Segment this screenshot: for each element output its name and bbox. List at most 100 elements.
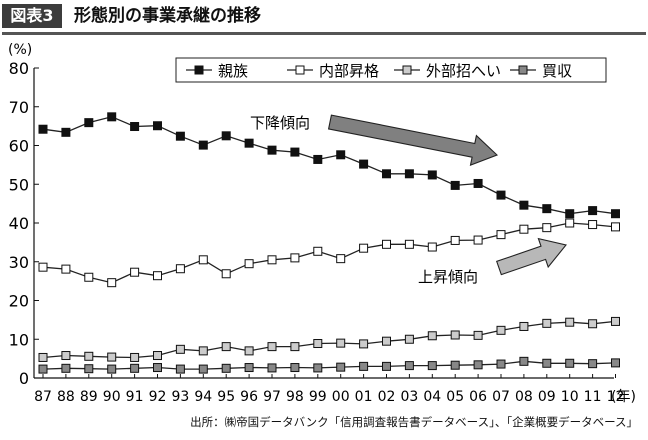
data-point [221, 363, 231, 373]
data-point [175, 131, 185, 141]
data-point [175, 364, 185, 374]
series-3 [38, 316, 620, 362]
x-tick-label: 07 [492, 389, 510, 405]
axes [33, 68, 614, 379]
legend-label: 外部招へい [426, 62, 501, 80]
data-point [542, 318, 552, 328]
decline-label: 下降傾向 [250, 114, 310, 132]
data-point [313, 363, 323, 373]
series-line [42, 320, 616, 359]
data-point [313, 339, 323, 349]
data-point [427, 361, 437, 371]
data-point [84, 364, 94, 374]
x-tick-label: 89 [80, 389, 98, 405]
x-tick-label: 02 [378, 389, 396, 405]
x-tick-label: 99 [309, 389, 327, 405]
rise-label: 上昇傾向 [418, 268, 478, 286]
data-point [404, 169, 414, 179]
data-point [588, 206, 598, 216]
x-tick-labels: 87 88 89 90 91 92 93 94 95 96 97 98 99 00 01 02 03 04 05 06… [34, 374, 624, 405]
data-point [611, 316, 620, 326]
data-point [519, 356, 529, 366]
x-tick-label: 93 [171, 389, 189, 405]
x-tick-label: 04 [423, 389, 441, 405]
data-point [565, 209, 575, 219]
data-point [61, 351, 71, 361]
data-point [130, 352, 140, 362]
data-point [473, 178, 483, 188]
x-tick-label: 11 [584, 389, 602, 405]
data-point [519, 200, 529, 210]
data-point [221, 269, 231, 279]
x-tick-label: 88 [57, 389, 75, 405]
data-point [290, 253, 300, 263]
series-2 [38, 218, 620, 288]
data-point [153, 363, 162, 373]
x-tick-label: 08 [515, 389, 533, 405]
data-point [542, 204, 552, 214]
data-point [221, 342, 231, 352]
legend: 親族 内部昇格 外部招へい 買収 [175, 57, 607, 83]
data-point [473, 330, 483, 340]
data-point [404, 334, 414, 344]
x-tick-label: 00 [332, 389, 350, 405]
data-point [153, 121, 162, 131]
data-point [38, 364, 48, 374]
data-point [336, 150, 346, 160]
data-point [519, 224, 529, 234]
legend-marker [518, 65, 528, 75]
data-point [107, 112, 117, 122]
data-point [84, 351, 94, 361]
series-layer [38, 112, 620, 374]
series-1 [38, 112, 620, 219]
data-point [427, 170, 437, 180]
data-point [382, 169, 391, 179]
data-point [107, 352, 117, 362]
series-line [42, 360, 616, 370]
legend-label: 内部昇格 [319, 62, 379, 80]
x-tick-label: 87 [34, 389, 52, 405]
y-tick-label: 10 [9, 330, 29, 349]
data-point [198, 140, 208, 150]
x-tick-label: 12 [607, 389, 625, 405]
data-point [336, 254, 346, 264]
y-tick-label: 70 [9, 98, 29, 117]
data-point [38, 262, 48, 272]
figure-number: 図表3 [2, 4, 62, 28]
data-point [198, 255, 208, 265]
x-tick-label: 90 [103, 389, 121, 405]
data-point [244, 259, 254, 269]
data-point [565, 317, 575, 327]
series-4 [38, 356, 620, 374]
data-point [130, 363, 140, 373]
data-point [175, 264, 185, 274]
data-point [565, 218, 575, 228]
legend-label: 親族 [218, 62, 248, 80]
data-point [267, 255, 277, 265]
data-point [244, 346, 254, 356]
data-point [107, 364, 117, 374]
data-point [153, 271, 162, 281]
data-point [404, 361, 414, 371]
data-point [244, 363, 254, 373]
data-point [588, 319, 598, 329]
data-point [38, 352, 48, 362]
data-point [496, 230, 506, 240]
x-tick-label: 95 [217, 389, 235, 405]
source-note: 出所：㈱帝国データバンク「信用調査報告書データベース」、「企業概要データベース」 [190, 415, 638, 429]
data-point [359, 243, 369, 253]
y-tick-label: 80 [9, 59, 29, 78]
data-point [473, 360, 483, 370]
data-point [611, 222, 620, 232]
data-point [611, 209, 620, 219]
data-point [542, 223, 552, 233]
legend-marker [402, 65, 412, 75]
data-point [198, 364, 208, 374]
x-tick-label: 01 [355, 389, 373, 405]
data-point [496, 190, 506, 200]
data-point [84, 272, 94, 282]
y-tick-label: 30 [9, 253, 29, 272]
legend-label: 買収 [542, 62, 572, 80]
